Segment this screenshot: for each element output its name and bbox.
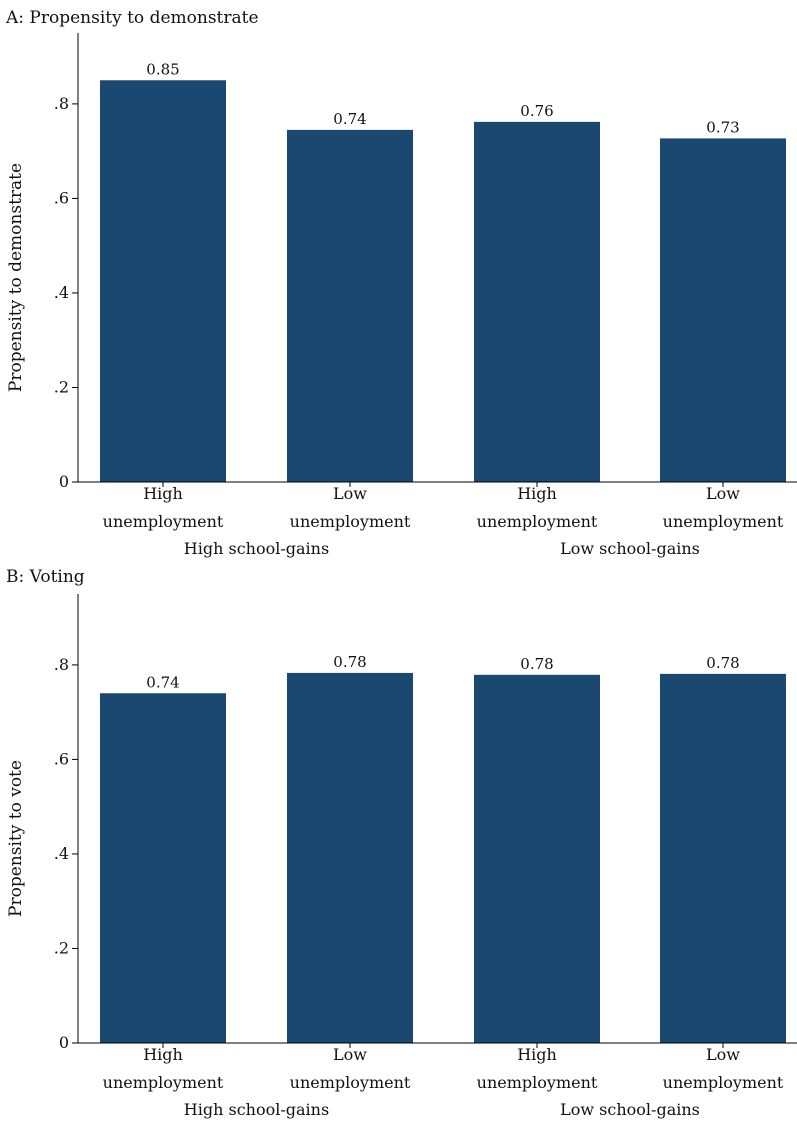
panel-title: A: Propensity to demonstrate [5, 8, 259, 28]
bar-value-label: 0.74 [146, 673, 179, 691]
bar [287, 672, 413, 1043]
bar-value-label: 0.74 [333, 110, 366, 128]
group-label: Low school-gains [560, 539, 700, 558]
category-label-line1: High [143, 484, 183, 503]
y-tick-label: .2 [54, 938, 69, 957]
bar-value-label: 0.78 [706, 654, 739, 672]
bar-value-label: 0.73 [706, 118, 739, 136]
category-label-line1: High [143, 1045, 183, 1064]
bar [474, 674, 600, 1043]
category-label-line1: High [517, 484, 557, 503]
category-label-line2: unemployment [663, 1073, 784, 1092]
category-label-line2: unemployment [290, 1073, 411, 1092]
y-tick-label: .8 [54, 94, 69, 113]
y-tick-label: .6 [54, 749, 69, 768]
bar-value-label: 0.85 [146, 60, 179, 78]
category-label-line2: unemployment [477, 512, 598, 531]
panel-a: A: Propensity to demonstrate Propensity t… [5, 8, 797, 558]
category-label-line1: Low [333, 1045, 367, 1064]
category-label-line1: Low [706, 484, 740, 503]
category-label-line2: unemployment [663, 512, 784, 531]
bar-value-label: 0.76 [520, 102, 553, 120]
y-tick-label: 0 [59, 1033, 69, 1052]
bar [474, 121, 600, 482]
y-tick-label: .4 [54, 844, 69, 863]
group-label: Low school-gains [560, 1100, 700, 1119]
bar [100, 80, 226, 483]
category-label-line2: unemployment [103, 512, 224, 531]
category-label-line2: unemployment [103, 1073, 224, 1092]
category-label-line1: Low [706, 1045, 740, 1064]
y-tick-label: .8 [54, 655, 69, 674]
y-axis-title: Propensity to demonstrate [6, 163, 26, 392]
y-axis-title: Propensity to vote [6, 760, 26, 917]
panel-b: B: Voting Propensity to vote 0.74 0.78 0.78 0… [6, 567, 797, 1119]
y-tick-label: .4 [54, 283, 69, 302]
bar [287, 129, 413, 483]
category-label-line1: Low [333, 484, 367, 503]
y-tick-label: .2 [54, 377, 69, 396]
group-label: High school-gains [184, 1100, 329, 1119]
group-label: High school-gains [184, 539, 329, 558]
category-label-line2: unemployment [290, 512, 411, 531]
bar-value-label: 0.78 [520, 655, 553, 673]
y-tick-label: .6 [54, 188, 69, 207]
category-label-line1: High [517, 1045, 557, 1064]
bar [660, 673, 786, 1043]
bar [660, 138, 786, 482]
category-label-line2: unemployment [477, 1073, 598, 1092]
bar-value-label: 0.78 [333, 653, 366, 671]
y-tick-label: 0 [59, 472, 69, 491]
bar [100, 693, 226, 1043]
panel-title: B: Voting [6, 567, 85, 587]
